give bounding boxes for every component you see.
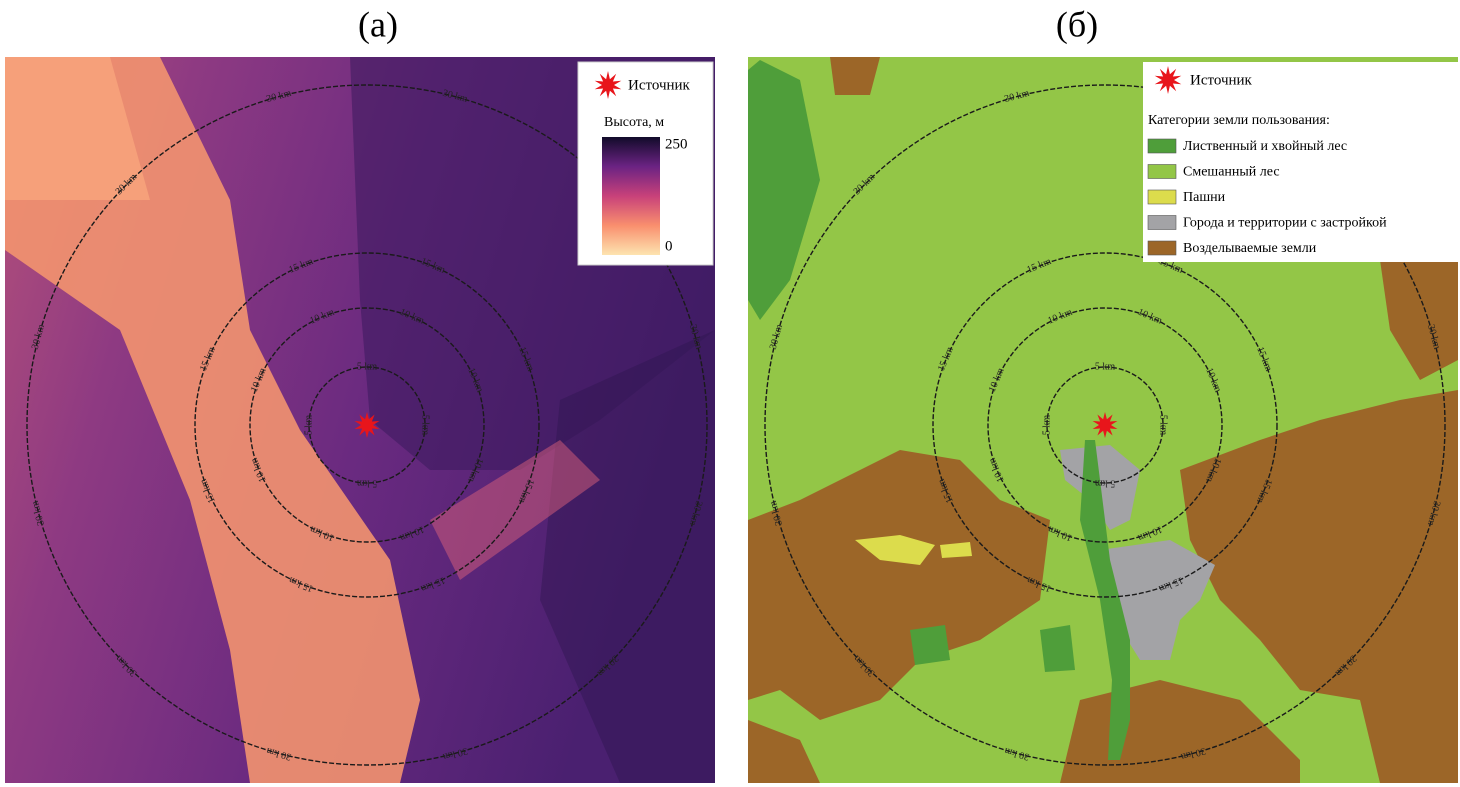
source-icon <box>594 71 622 99</box>
source-icon <box>1154 66 1182 94</box>
land-patch <box>830 57 880 95</box>
legend-label: Возделываемые земли <box>1183 241 1317 256</box>
valley <box>5 57 150 200</box>
legend-swatch <box>1147 189 1177 205</box>
land-patch <box>1040 625 1075 672</box>
legend-label: Города и территории с застройкой <box>1183 216 1387 231</box>
legend-box <box>1143 62 1458 262</box>
source-icon <box>1092 412 1118 438</box>
colorbar-label: 0 <box>665 238 673 254</box>
legend: Источник Категории земли пользования: Ли… <box>1143 62 1458 262</box>
range-ring <box>308 366 426 484</box>
range-ring <box>194 252 540 598</box>
colorbar-title: Высота, м <box>604 115 664 130</box>
ring-label: 5 km <box>1095 478 1116 489</box>
land-patch <box>748 60 820 320</box>
ring-label: 5 km <box>1158 415 1169 436</box>
panel-label: (б) <box>1056 4 1098 44</box>
land-patch <box>748 450 1050 720</box>
ring-label: 5 km <box>357 478 378 489</box>
ring-label: 5 km <box>1041 415 1052 436</box>
ring-label: 5 km <box>1095 361 1116 372</box>
panel-label: (а) <box>358 4 398 44</box>
land-patch <box>1180 390 1458 783</box>
valley <box>5 57 420 783</box>
legend-title: Категории земли пользования: <box>1148 113 1330 128</box>
land-patch <box>748 720 820 783</box>
range-ring <box>249 307 485 543</box>
colorbar-label: 250 <box>665 136 688 152</box>
ring-label: 5 km <box>303 415 314 436</box>
highland <box>540 330 715 783</box>
land-patch <box>1100 540 1215 660</box>
range-ring <box>932 252 1278 598</box>
legend-label: Смешанный лес <box>1183 165 1280 180</box>
range-ring <box>1046 366 1164 484</box>
colorbar <box>602 137 660 255</box>
range-ring <box>764 84 1446 766</box>
land-patch <box>910 625 950 665</box>
range-ring <box>26 84 708 766</box>
legend: Источник Высота, м 250 0 <box>577 61 714 266</box>
legend-label: Источник <box>628 77 691 93</box>
legend-label: Пашни <box>1183 190 1226 205</box>
legend-label: Источник <box>1190 72 1253 88</box>
source-icon <box>354 412 380 438</box>
ring-label: 5 km <box>420 415 431 436</box>
valley <box>430 440 600 580</box>
legend-label: Лиственный и хвойный лес <box>1183 139 1347 154</box>
land-patch <box>1080 440 1130 760</box>
legend-swatch <box>1147 164 1177 179</box>
legend-swatch <box>1147 215 1177 230</box>
land-patch <box>940 542 972 558</box>
ring-label: 5 km <box>357 361 378 372</box>
legend-swatch <box>1147 240 1177 256</box>
legend-swatch <box>1147 138 1177 154</box>
land-patch <box>1380 250 1458 380</box>
range-ring <box>987 307 1223 543</box>
land-patch <box>855 535 935 565</box>
